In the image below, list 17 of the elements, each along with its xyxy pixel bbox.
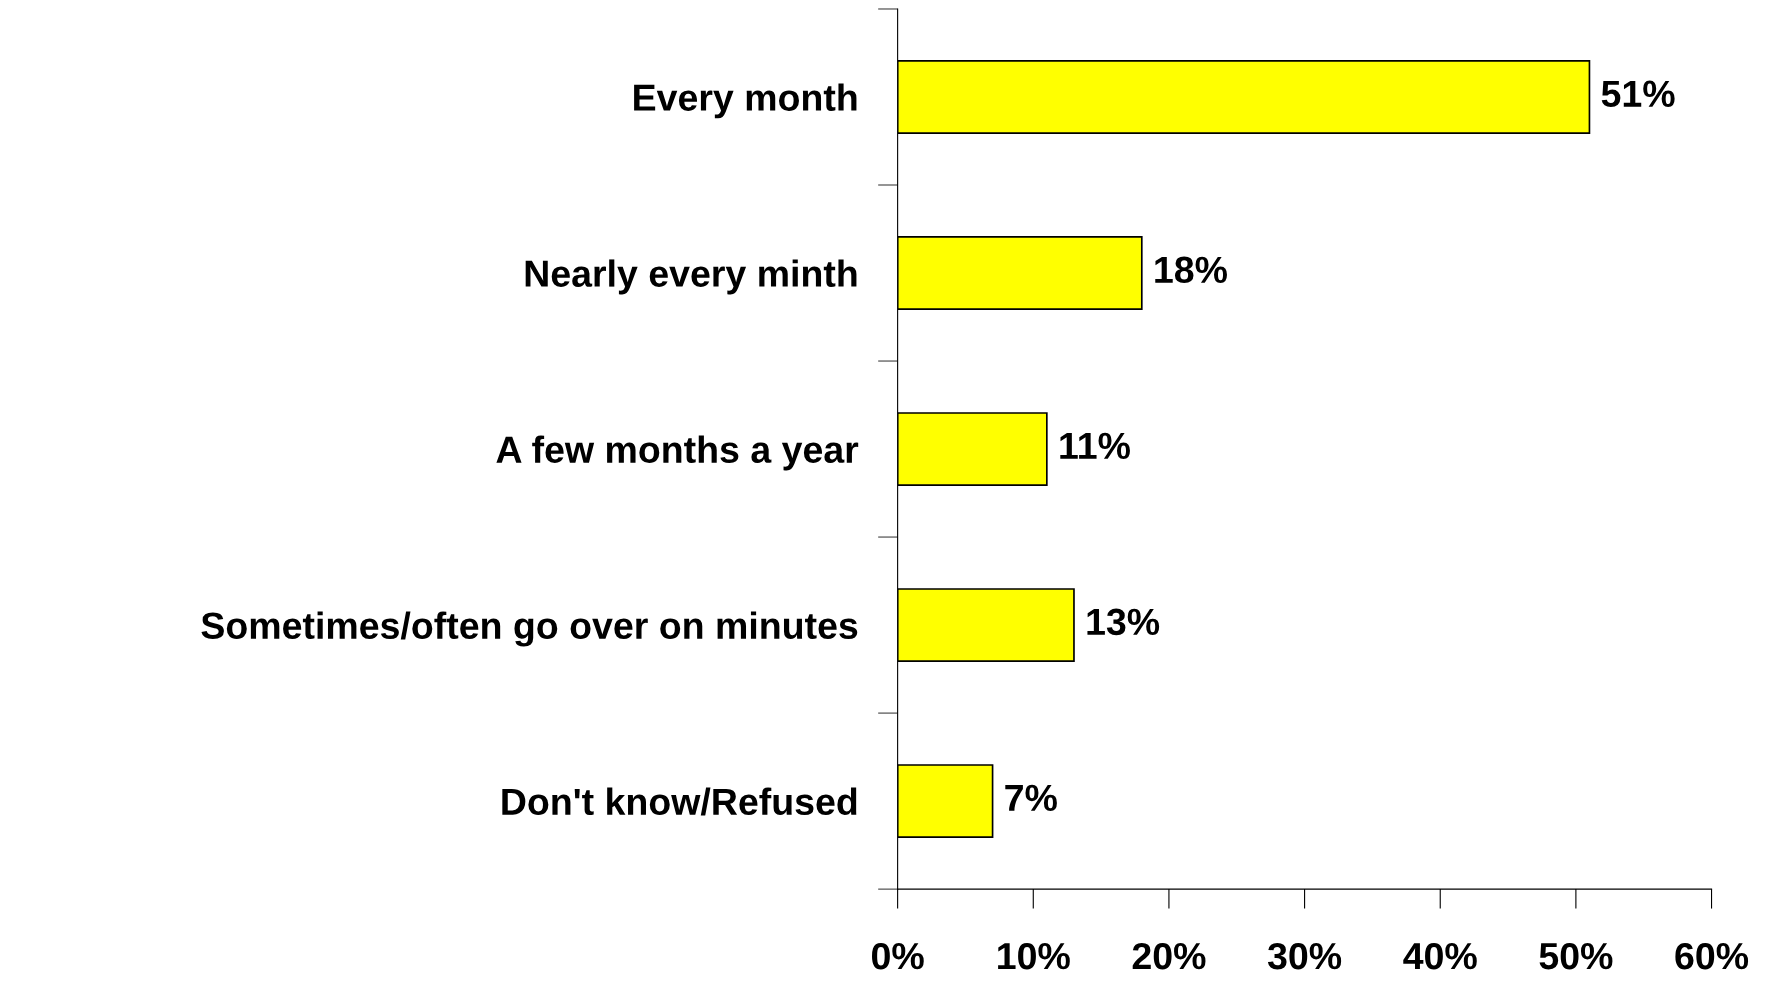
y-tick-label: Every month — [634, 83, 857, 119]
x-tick-label: 60% — [1675, 942, 1749, 970]
data-label: 13% — [1087, 608, 1160, 636]
y-tick-label: Don't know/Refused — [502, 787, 857, 816]
x-tick-label: 50% — [1539, 942, 1613, 970]
data-label: 51% — [1601, 80, 1675, 108]
data-label: 11% — [1060, 432, 1130, 460]
x-tick-label: 10% — [998, 942, 1070, 970]
y-tick-label: A few months a year — [496, 435, 859, 471]
y-tick-label: Sometimes/often go over on minutes — [201, 611, 858, 647]
y-tick-label: Nearly every minth — [525, 259, 857, 295]
data-label: 7% — [1005, 784, 1057, 812]
data-label: 18% — [1155, 256, 1227, 284]
x-tick-label: 0% — [872, 942, 924, 970]
x-tick-label: 30% — [1267, 942, 1342, 970]
x-tick-label: 40% — [1403, 942, 1477, 970]
x-tick-label: 20% — [1132, 942, 1206, 970]
